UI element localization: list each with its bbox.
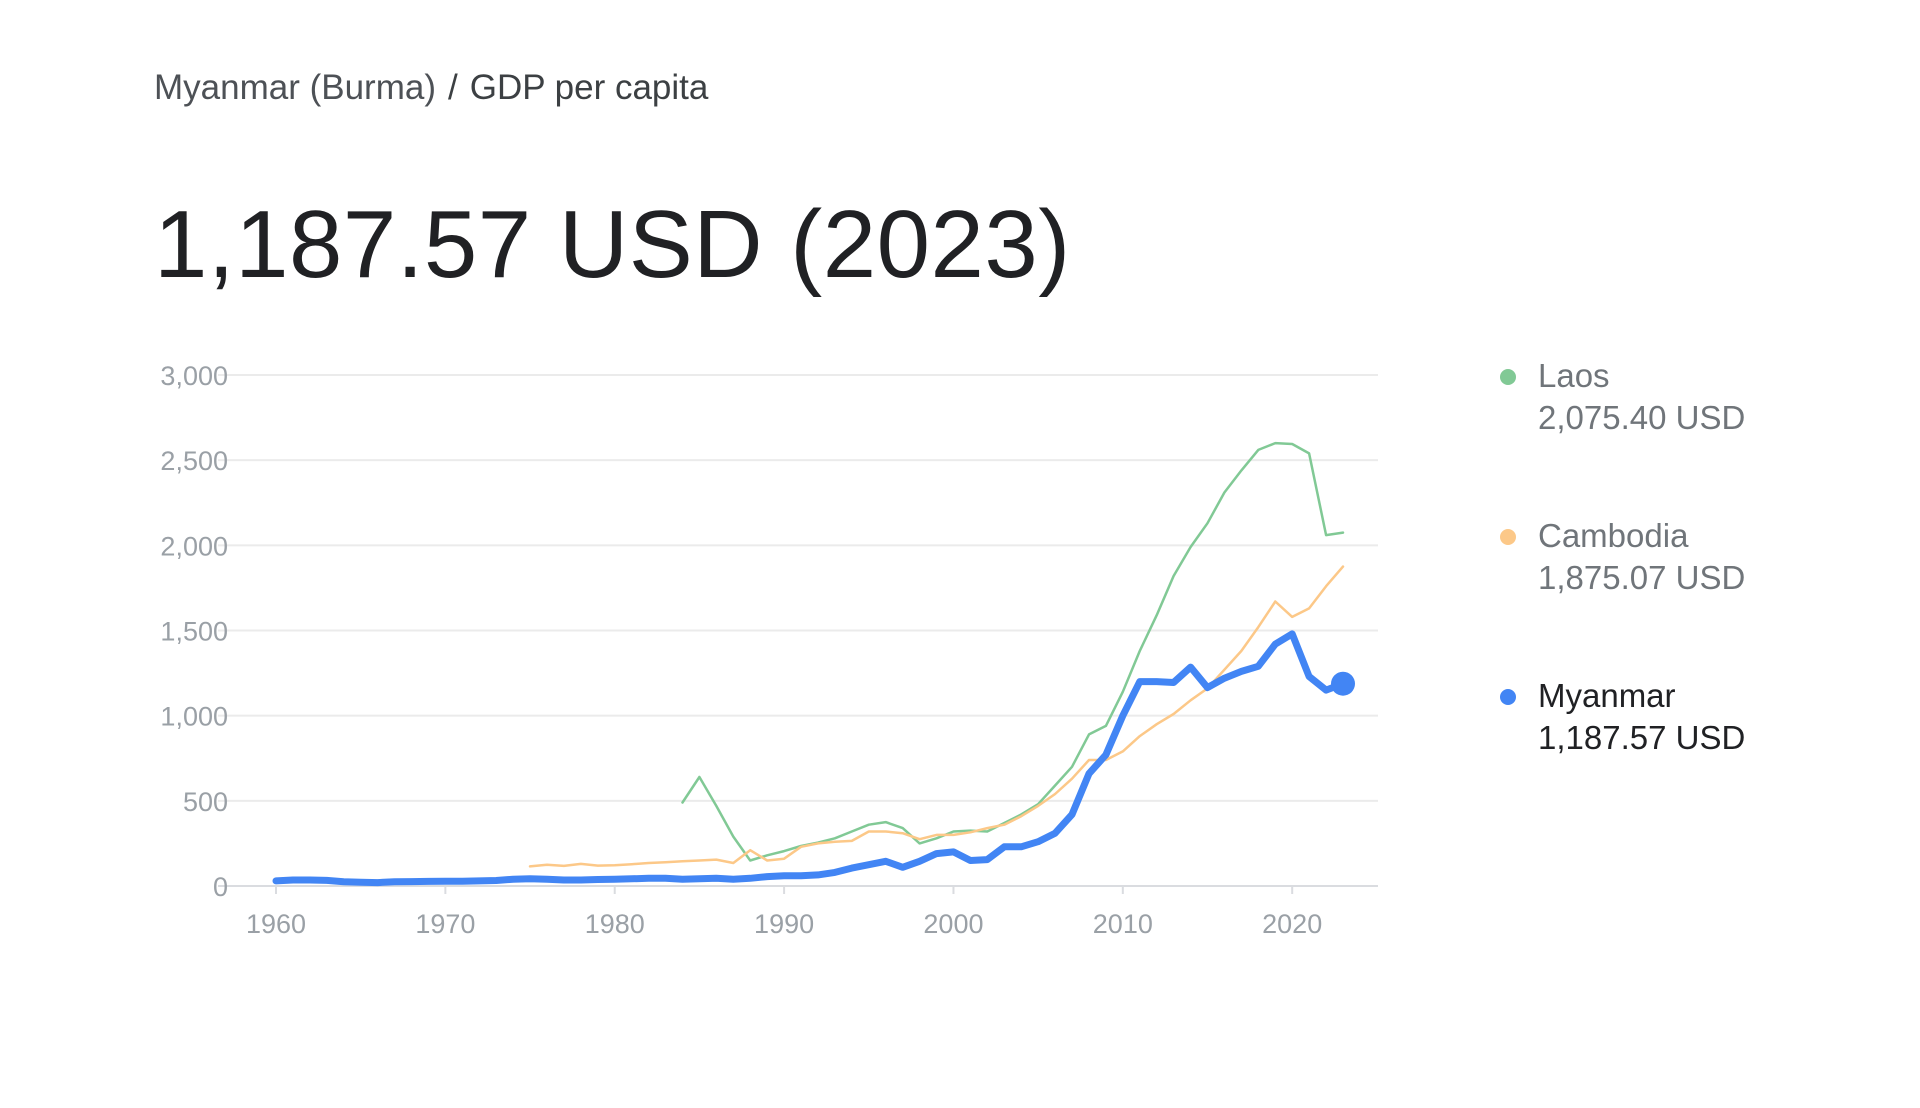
y-tick-label: 1,000 bbox=[160, 702, 228, 732]
chart-series bbox=[272, 441, 1347, 887]
chart-markers bbox=[1331, 671, 1355, 696]
series-line-laos[interactable] bbox=[681, 441, 1345, 862]
x-tick-label: 1960 bbox=[246, 909, 306, 939]
legend-value-cambodia: 1,875.07 USD bbox=[1538, 559, 1746, 596]
y-tick-label: 500 bbox=[183, 787, 228, 817]
series-endpoint-marker-myanmar[interactable] bbox=[1331, 671, 1355, 696]
legend-dot-myanmar bbox=[1500, 689, 1516, 705]
legend-item-cambodia[interactable]: Cambodia 1,875.07 USD bbox=[1500, 515, 1745, 599]
headline-value: 1,187.57 USD (2023) bbox=[154, 191, 1071, 298]
legend-item-myanmar[interactable]: Myanmar 1,187.57 USD bbox=[1500, 675, 1745, 759]
y-tick-label: 1,500 bbox=[160, 617, 228, 647]
breadcrumb-separator: / bbox=[447, 68, 458, 107]
legend-name-myanmar: Myanmar bbox=[1538, 677, 1676, 714]
x-tick-label: 2010 bbox=[1093, 909, 1153, 939]
y-axis-ticks: 0 500 1,000 1,500 2,000 2,500 3,000 bbox=[160, 361, 228, 902]
x-tick-label: 2000 bbox=[923, 909, 983, 939]
x-tick-label: 1970 bbox=[415, 909, 475, 939]
chart-legend: Laos 2,075.40 USD Cambodia 1,875.07 USD … bbox=[1500, 355, 1745, 835]
chart-gridlines bbox=[218, 374, 1378, 887]
y-tick-label: 3,000 bbox=[160, 361, 228, 391]
y-tick-label: 2,500 bbox=[160, 446, 228, 476]
y-tick-label: 2,000 bbox=[160, 531, 228, 561]
series-line-myanmar[interactable] bbox=[272, 630, 1347, 887]
y-tick-label: 0 bbox=[213, 872, 228, 902]
x-tick-label: 1990 bbox=[754, 909, 814, 939]
x-axis-ticks: 1960 1970 1980 1990 2000 2010 2020 bbox=[246, 886, 1322, 939]
x-tick-label: 2020 bbox=[1262, 909, 1322, 939]
legend-dot-cambodia bbox=[1500, 529, 1516, 545]
legend-value-myanmar: 1,187.57 USD bbox=[1538, 719, 1746, 756]
legend-dot-laos bbox=[1500, 369, 1516, 385]
breadcrumb-current: GDP per capita bbox=[469, 68, 709, 107]
legend-item-laos[interactable]: Laos 2,075.40 USD bbox=[1500, 355, 1745, 439]
legend-name-laos: Laos bbox=[1538, 357, 1610, 394]
legend-value-laos: 2,075.40 USD bbox=[1538, 399, 1746, 436]
x-tick-label: 1980 bbox=[585, 909, 645, 939]
breadcrumb: Myanmar (Burma) / GDP per capita bbox=[154, 68, 708, 108]
breadcrumb-parent-link[interactable]: Myanmar (Burma) bbox=[154, 68, 436, 107]
legend-name-cambodia: Cambodia bbox=[1538, 517, 1689, 554]
